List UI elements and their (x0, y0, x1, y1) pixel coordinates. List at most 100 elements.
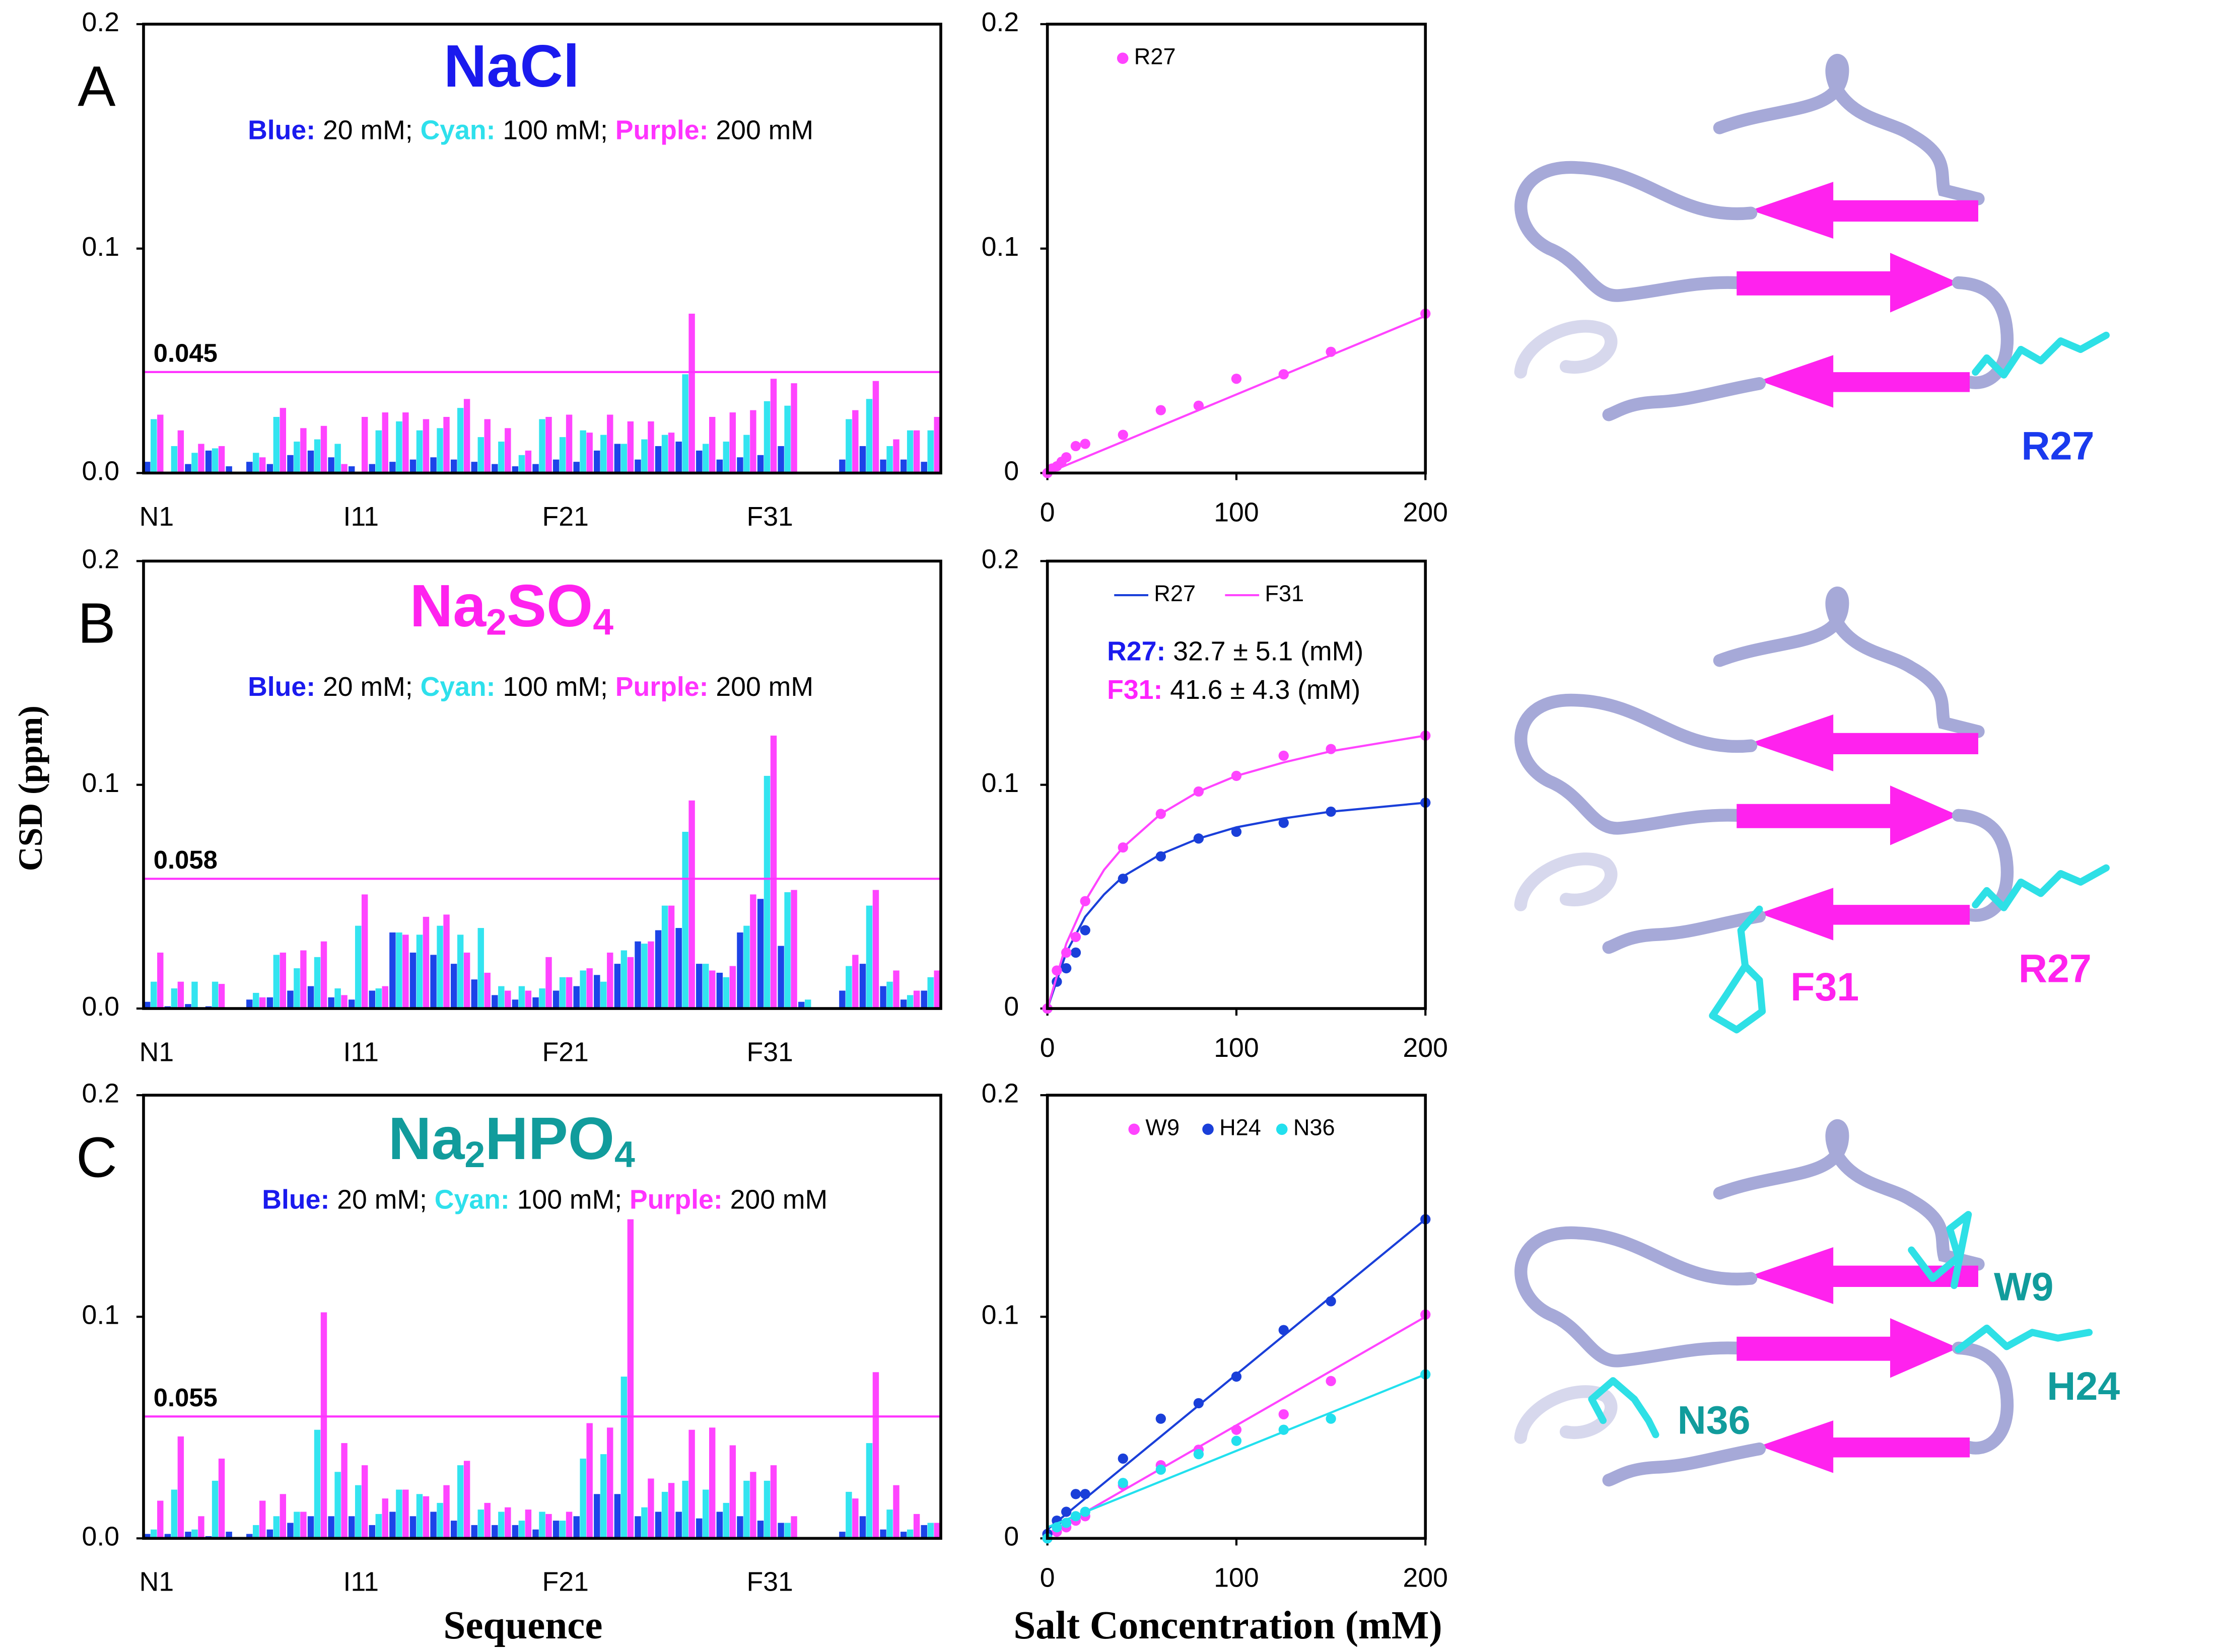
bar (668, 905, 675, 1009)
bar (859, 964, 866, 1009)
bar (620, 950, 628, 1009)
bar (635, 459, 641, 473)
bar (655, 930, 662, 1009)
bar (846, 1491, 852, 1539)
bar (253, 453, 259, 473)
data-point (1118, 1453, 1128, 1464)
y-tick-label: 0.2 (982, 7, 1019, 37)
bar (532, 997, 539, 1009)
bar (539, 419, 545, 473)
bar (471, 1525, 477, 1539)
bar (559, 977, 566, 1009)
bar (594, 975, 600, 1009)
legend-entry: 20 mM; (315, 672, 420, 702)
panel-label: C (76, 1126, 117, 1189)
bar (226, 1532, 232, 1539)
bar (218, 1458, 225, 1539)
bar (798, 1001, 805, 1009)
bar (545, 957, 552, 1009)
bar (872, 381, 879, 473)
threshold-label: 0.058 (154, 845, 218, 874)
legend-entry: 20 mM; (315, 115, 420, 146)
bar (580, 430, 586, 473)
bar (389, 462, 396, 473)
bar (402, 935, 409, 1009)
bar (655, 1512, 662, 1539)
bar (320, 425, 327, 473)
bar (566, 414, 573, 473)
bar (846, 966, 852, 1009)
x-tick-label: F31 (746, 1037, 793, 1067)
bar (430, 457, 437, 473)
bar (320, 1312, 327, 1539)
data-point (1278, 369, 1289, 380)
bar (737, 1516, 743, 1539)
bar (471, 979, 477, 1009)
bar (600, 981, 607, 1009)
fit-line (1047, 315, 1426, 474)
bar (191, 981, 198, 1009)
bar (457, 408, 464, 473)
bar (573, 986, 580, 1009)
bar (791, 890, 797, 1009)
panel-title: Na2SO4 (410, 573, 614, 642)
bar (273, 955, 280, 1009)
x-tick-label: F21 (542, 1567, 589, 1597)
bar (492, 464, 498, 473)
protein-cartoon (1520, 60, 2007, 415)
bar (423, 916, 430, 1009)
bar (559, 1521, 566, 1539)
title-part: N (410, 573, 453, 639)
x-axis-label: Salt Concentration (mM) (1013, 1604, 1442, 1647)
bar (921, 462, 927, 473)
legend-color-label: Purple: (630, 1185, 723, 1215)
bar (307, 1516, 314, 1539)
bar (872, 890, 879, 1009)
bar (913, 1514, 920, 1539)
annotation-text: 32.7 ± 5.1 (mM) (1165, 636, 1363, 667)
bar (770, 379, 777, 473)
y-tick-label: 0.1 (82, 232, 120, 262)
bar (355, 925, 362, 1009)
bar (341, 1443, 348, 1539)
data-point (1061, 1506, 1072, 1517)
bar (171, 446, 178, 473)
bar (620, 1377, 628, 1539)
legend-color-label: Blue: (262, 1185, 329, 1215)
x-tick-label: I11 (343, 1567, 379, 1597)
residue-label: W9 (1994, 1264, 2054, 1309)
bar (191, 453, 198, 473)
bar (784, 892, 791, 1009)
bar (866, 1443, 873, 1539)
bar (259, 457, 266, 473)
bar (900, 999, 907, 1009)
bar (498, 442, 505, 473)
bar (443, 417, 450, 473)
y-axis-label: CSD (ppm) (12, 705, 49, 871)
annotation-text: 41.6 ± 4.3 (mM) (1162, 675, 1360, 705)
bar (586, 1423, 593, 1539)
bar (743, 1480, 750, 1539)
bar (839, 1532, 846, 1539)
bar (627, 421, 634, 473)
bar (907, 1529, 914, 1539)
bar (927, 1523, 934, 1539)
legend-entry: W9 (1145, 1115, 1180, 1140)
bar (144, 1001, 151, 1009)
bar (450, 964, 457, 1009)
bar (648, 421, 654, 473)
bar (423, 419, 430, 473)
bar (375, 1514, 382, 1539)
legend-color-label: Purple: (615, 672, 709, 702)
plot-frame (1046, 23, 1427, 475)
data-point (1326, 1376, 1336, 1386)
data-point (1326, 806, 1336, 817)
bar (259, 997, 266, 1009)
data-point (1193, 1449, 1204, 1460)
data-point (1080, 1489, 1090, 1499)
bar (477, 437, 484, 473)
data-point (1193, 786, 1204, 797)
legend: Blue: 20 mM; Cyan: 100 mM; Purple: 200 m… (248, 672, 821, 702)
bar (921, 1525, 927, 1539)
bar (859, 1516, 866, 1539)
